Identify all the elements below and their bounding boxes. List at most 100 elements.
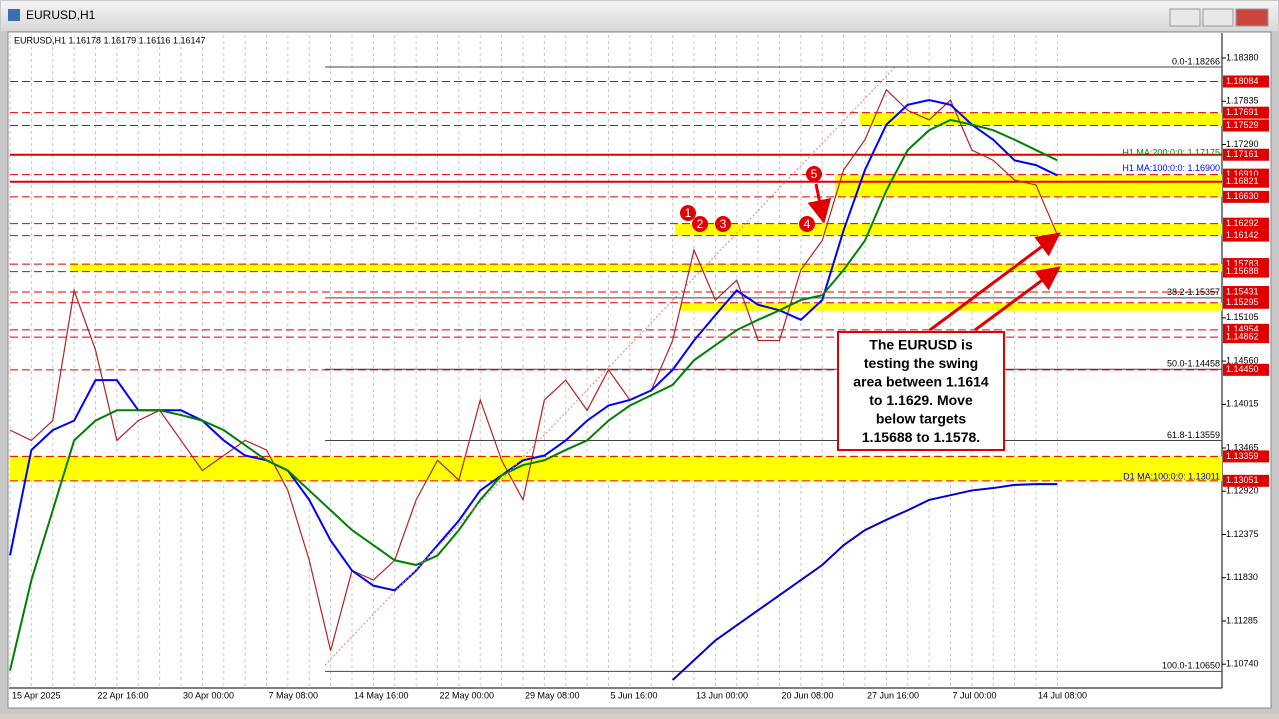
support-zone [675, 223, 1222, 236]
marker-circle [692, 216, 708, 232]
level-tag [1223, 217, 1269, 230]
annotation-text: below targets [876, 411, 966, 427]
arrow [807, 183, 832, 224]
level-label: 1.18084 [1226, 76, 1259, 86]
x-tick-label: 7 May 08:00 [269, 690, 319, 700]
annotation-box [837, 331, 1005, 451]
maximize-button[interactable] [1202, 8, 1234, 27]
fib-label: 0.0-1.18266 [1172, 56, 1220, 66]
level-tag [1223, 175, 1269, 188]
ma-label: H1 MA:200:0:0: 1.17175 [1122, 148, 1220, 158]
level-label: 1.15431 [1226, 286, 1259, 296]
support-zone [860, 112, 1222, 126]
level-tag [1223, 265, 1269, 278]
y-tick-label: 1.10740 [1226, 659, 1259, 669]
x-tick-label: 29 May 08:00 [525, 690, 580, 700]
level-label: 1.16821 [1226, 176, 1259, 186]
y-tick-label: 1.11285 [1226, 615, 1258, 625]
window-title: EURUSD,H1 [26, 8, 96, 22]
marker-label: 5 [811, 167, 818, 181]
level-tag [1223, 106, 1269, 119]
moving-average-line [9, 99, 1058, 592]
zones [10, 112, 1222, 481]
level-tag [1223, 190, 1269, 203]
level-tag [1223, 296, 1269, 309]
moving-average-line [671, 483, 1058, 681]
level-label: 1.16292 [1226, 218, 1259, 228]
y-tick-label: 1.12375 [1226, 529, 1259, 539]
level-tag [1223, 331, 1269, 344]
annotation-text: to 1.1629. Move [869, 392, 973, 408]
y-tick-label: 1.13465 [1226, 442, 1259, 452]
ma-label: D1 MA:100:0:0: 1.13011 [1123, 471, 1220, 481]
y-tick-label: 1.17835 [1226, 96, 1259, 106]
level-label: 1.14954 [1226, 324, 1259, 334]
y-tick-label: 1.14015 [1226, 399, 1259, 409]
y-tick-label: 1.17290 [1226, 139, 1259, 149]
marker-label: 1 [685, 206, 692, 220]
level-tag [1223, 285, 1269, 298]
x-tick-label: 22 May 00:00 [440, 690, 495, 700]
x-tick-label: 20 Jun 08:00 [782, 690, 834, 700]
level-label: 1.13359 [1226, 451, 1259, 461]
y-tick-label: 1.12920 [1226, 486, 1259, 496]
marker-circle [715, 216, 731, 232]
annotation-text: area between 1.1614 [853, 374, 989, 390]
x-tick-label: 15 Apr 2025 [12, 690, 61, 700]
fib-label: 50.0-1.14458 [1167, 359, 1220, 369]
minimize-button[interactable] [1169, 8, 1201, 27]
level-tag [1223, 474, 1269, 487]
level-label: 1.14862 [1226, 332, 1259, 342]
ma-label: H1 MA:100:0:0: 1.16900 [1122, 163, 1220, 173]
level-tag [1223, 75, 1269, 88]
x-tick-label: 30 Apr 00:00 [183, 690, 234, 700]
window-icon [8, 9, 20, 21]
x-tick-label: 14 May 16:00 [354, 690, 409, 700]
level-label: 1.16910 [1226, 169, 1259, 179]
fib-label: 61.8-1.13559 [1167, 430, 1220, 440]
fib-label: 100.0-1.10650 [1162, 661, 1220, 671]
marker-label: 4 [804, 217, 811, 231]
x-tick-label: 5 Jun 16:00 [611, 690, 658, 700]
y-tick-label: 1.15105 [1226, 312, 1259, 322]
y-tick-label: 1.18380 [1226, 52, 1259, 62]
x-tick-label: 13 Jun 00:00 [696, 690, 748, 700]
level-label: 1.17161 [1226, 149, 1259, 159]
moving-average-line [9, 118, 1058, 671]
support-zone [10, 456, 1222, 481]
x-tick-label: 27 Jun 16:00 [867, 690, 919, 700]
marker-circle [806, 166, 822, 182]
level-label: 1.17691 [1226, 107, 1259, 117]
lines [9, 66, 1222, 681]
marker-circle [799, 216, 815, 232]
marker-circle [680, 205, 696, 221]
marker-label: 3 [720, 217, 727, 231]
level-tag [1223, 450, 1269, 463]
level-label: 1.15295 [1226, 297, 1259, 307]
level-label: 1.13051 [1226, 475, 1259, 485]
title-bar [1, 1, 1278, 31]
quote-line: EURUSD,H1 1.16178 1.16179 1.16116 1.1614… [14, 35, 205, 45]
y-tick-label: 1.11830 [1226, 572, 1258, 582]
level-label: 1.17529 [1226, 120, 1259, 130]
price-line [9, 88, 1058, 651]
y-tick-label: 1.14560 [1226, 355, 1259, 365]
support-zone [835, 174, 1222, 197]
level-label: 1.16630 [1226, 191, 1259, 201]
annotation-text: testing the swing [864, 355, 978, 371]
x-tick-label: 22 Apr 16:00 [98, 690, 149, 700]
annotation-text: 1.15688 to 1.1578. [862, 429, 980, 445]
close-button[interactable] [1235, 8, 1269, 27]
x-tick-label: 7 Jul 00:00 [953, 690, 997, 700]
level-tag [1223, 363, 1269, 376]
level-tag [1223, 229, 1269, 242]
x-tick-label: 14 Jul 08:00 [1038, 690, 1087, 700]
level-label: 1.15783 [1226, 258, 1259, 268]
fib-trend-line [324, 66, 896, 666]
arrow [974, 266, 1061, 332]
level-label: 1.14450 [1226, 364, 1259, 374]
support-zone [680, 302, 1222, 311]
level-label: 1.16142 [1226, 230, 1259, 240]
